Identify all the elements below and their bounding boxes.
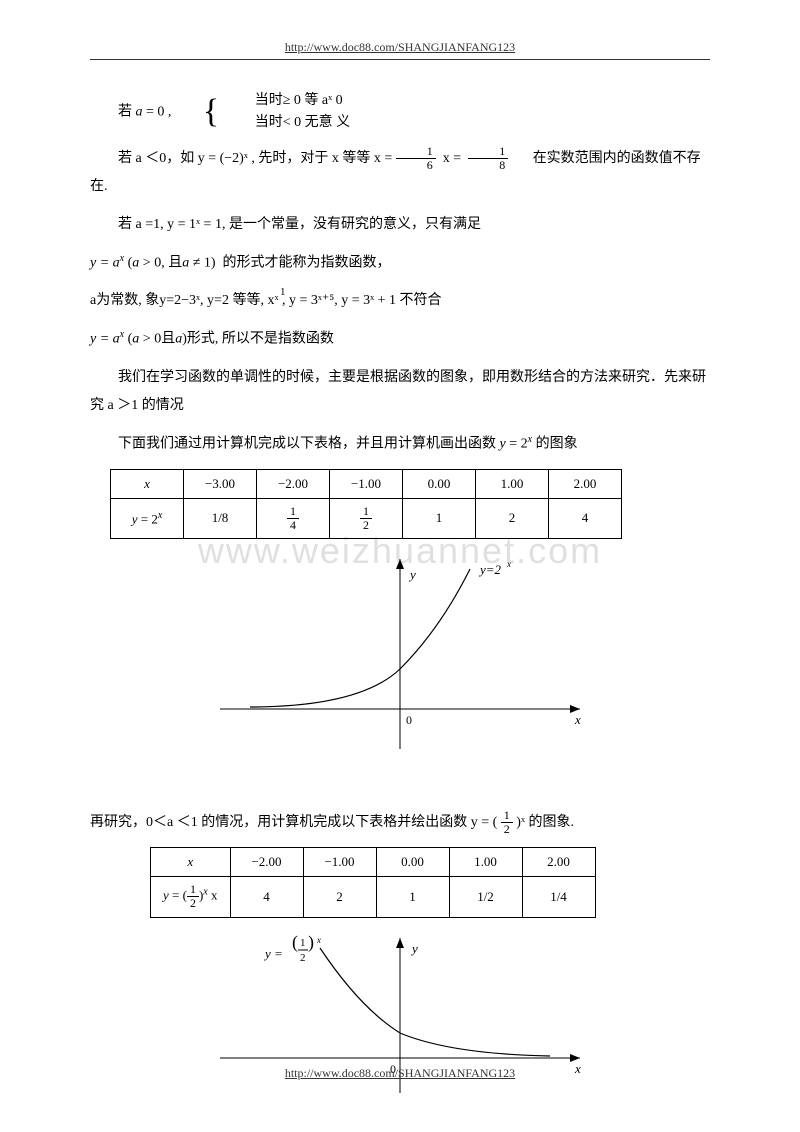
svg-text:x: x — [506, 559, 511, 569]
line-const: 1 a为常数, 象y=2−3ˣ, y=2 等等, xˣ , y = 3ˣ⁺⁵, … — [90, 287, 710, 315]
line-a-one: 若 a =1, y = 1ˣ = 1, 是一个常量，没有研究的意义，只有满足 — [90, 211, 710, 239]
table-half-x: x −2.00−1.000.00 1.002.00 y = (12)x x 42… — [150, 847, 596, 917]
line-table1-intro: 下面我们通过用计算机完成以下表格，并且用计算机画出函数 y = 2x 的图象 — [90, 430, 710, 459]
table-row: y = 2x 1/8 14 12 124 — [111, 498, 622, 538]
curve-label: y = — [263, 946, 283, 961]
svg-text:): ) — [308, 932, 314, 953]
table-2x: x −3.00−2.00−1.00 0.001.002.00 y = 2x 1/… — [110, 469, 622, 539]
y-axis-label: y — [410, 941, 418, 956]
table-row: x −2.00−1.000.00 1.002.00 — [151, 848, 596, 877]
svg-text:2: 2 — [300, 952, 306, 964]
svg-text:1: 1 — [300, 937, 306, 949]
table-row: y = (12)x x 421 1/21/4 — [151, 877, 596, 917]
x-axis-label: x — [574, 1061, 581, 1076]
svg-text:x: x — [316, 935, 321, 945]
svg-text:(: ( — [292, 932, 298, 953]
x-axis-label: x — [574, 712, 581, 727]
table-row: x −3.00−2.00−1.00 0.001.002.00 — [111, 469, 622, 498]
line-def: y = ax (a > 0, 且a ≠ 1) 的形式才能称为指数函数， — [90, 249, 710, 278]
line-a-zero: 若 a = 0 , { 当时≥ 0 等 aˣ 0 当时< 0 无意 义 — [90, 90, 710, 135]
chart-2x: y x 0 y=2 x — [210, 549, 590, 759]
line-intro: 我们在学习函数的单调性的时候，主要是根据函数的图象，即用数形结合的方法来研究．先… — [90, 364, 710, 420]
header-url: http://www.doc88.com/SHANGJIANFANG123 — [90, 40, 710, 55]
curve-label: y=2 — [478, 562, 502, 577]
y-axis-label: y — [408, 567, 416, 582]
header-rule — [90, 59, 710, 60]
line-not-exp: y = ax (a > 0且a)形式, 所以不是指数函数 — [90, 325, 710, 354]
origin-label: 0 — [406, 713, 412, 727]
footer-url: http://www.doc88.com/SHANGJIANFANG123 — [90, 1066, 710, 1081]
line-a-neg: 若 a ＜0，如 y = (−2)ˣ , 先时，对于 x 等等 x = 16 x… — [90, 145, 710, 201]
line-table2-intro: 再研究，0＜a ＜1 的情况，用计算机完成以下表格并绘出函数 y = ( 12 … — [90, 809, 710, 837]
